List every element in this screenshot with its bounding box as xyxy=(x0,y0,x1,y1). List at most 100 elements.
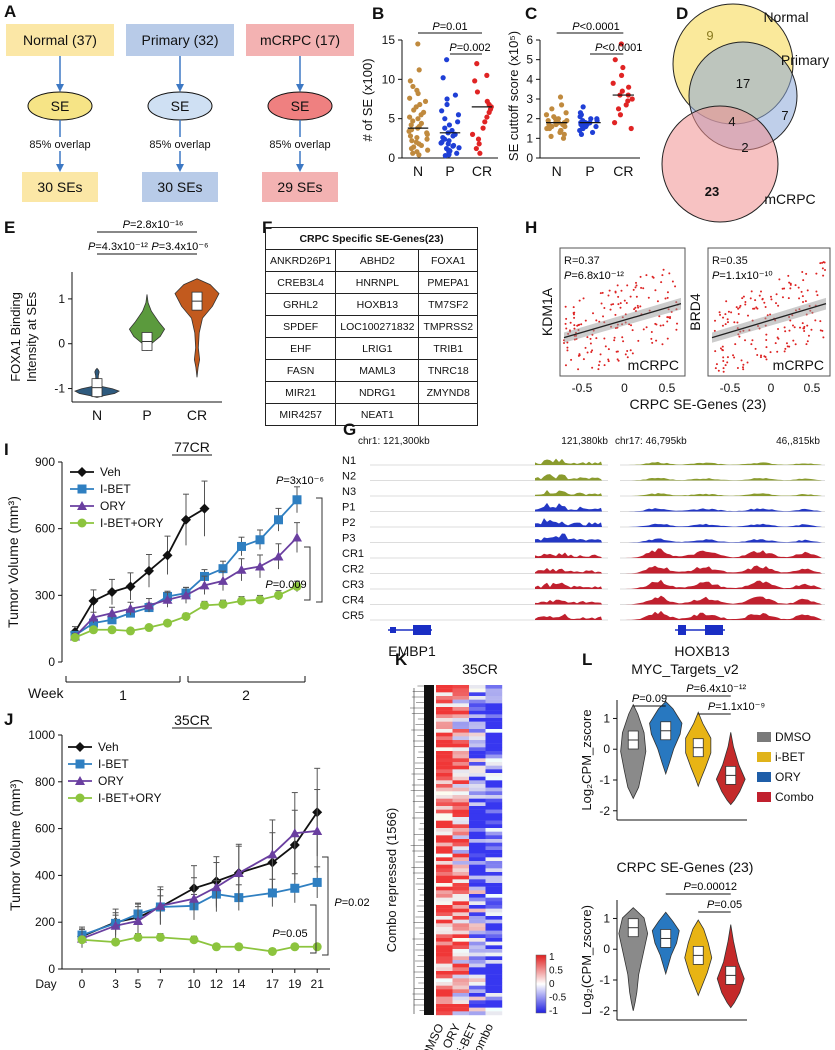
heatmap-cell xyxy=(485,758,503,763)
panel-label-j: J xyxy=(4,710,14,729)
heatmap-cell xyxy=(436,930,453,935)
heatmap-cell xyxy=(452,784,470,788)
heatmap-cell xyxy=(452,963,470,968)
result-label: 29 SEs xyxy=(277,179,322,195)
data-point xyxy=(668,317,671,320)
data-point xyxy=(801,295,804,298)
panel-label-a: A xyxy=(4,2,17,21)
legend-swatch xyxy=(757,732,771,742)
heatmap-cell xyxy=(436,754,453,759)
data-point xyxy=(614,313,617,316)
data-point xyxy=(726,321,729,324)
heatmap-cell xyxy=(485,952,503,957)
heatmap-cell xyxy=(436,978,453,983)
table-cell: TMPRSS2 xyxy=(418,315,479,338)
heatmap-cell xyxy=(452,908,470,913)
data-point xyxy=(558,102,565,108)
data-point xyxy=(784,347,787,350)
chart-title: 35CR xyxy=(462,661,498,677)
heatmap-cell xyxy=(452,886,470,891)
table-cell: HNRNPL xyxy=(335,271,420,294)
heatmap-cell xyxy=(436,879,453,884)
data-point xyxy=(415,116,421,122)
legend-label: Veh xyxy=(100,465,121,479)
heatmap-cell xyxy=(485,795,503,799)
signal-track xyxy=(625,477,822,481)
heatmap-cell xyxy=(452,949,470,953)
heatmap-cell xyxy=(485,769,503,774)
heatmap-cell xyxy=(452,916,470,920)
flow-arrowhead xyxy=(176,84,184,92)
heatmap-cell xyxy=(469,736,486,741)
violin-shape xyxy=(618,907,649,1011)
heatmap-cell xyxy=(436,828,453,832)
data-point xyxy=(292,532,302,542)
data-point xyxy=(793,326,796,329)
heatmap-cell xyxy=(469,732,486,737)
data-point xyxy=(560,135,567,141)
heatmap-cell xyxy=(485,747,503,752)
data-point xyxy=(580,323,583,326)
y-tick-label: 0 xyxy=(58,337,65,351)
heatmap-cell xyxy=(452,883,470,887)
heatmap-cell xyxy=(452,971,470,975)
data-point xyxy=(444,96,450,102)
data-point xyxy=(576,324,579,327)
data-point xyxy=(602,315,605,318)
heatmap-cell xyxy=(452,864,470,869)
group-header-box xyxy=(126,24,234,56)
heatmap-cell xyxy=(469,960,486,964)
data-point xyxy=(621,336,624,339)
x-tick-label: 3 xyxy=(112,977,119,991)
data-point xyxy=(415,41,421,47)
data-point xyxy=(754,299,757,302)
data-point xyxy=(438,140,444,146)
y-axis-label: BRD4 xyxy=(687,293,703,331)
flow-arrowhead xyxy=(56,164,64,172)
heatmap-cell xyxy=(452,982,470,986)
data-point xyxy=(765,338,768,341)
group-header-label: Primary (32) xyxy=(141,32,218,48)
heatmap-cell xyxy=(485,773,503,777)
heatmap-cell xyxy=(436,762,453,766)
heatmap-cell xyxy=(469,787,486,792)
heatmap-cell xyxy=(469,901,486,906)
series-line xyxy=(81,936,318,953)
legend-label: I-BET+ORY xyxy=(100,516,163,530)
data-point xyxy=(642,328,645,331)
data-point xyxy=(620,64,626,71)
data-point xyxy=(584,319,587,322)
data-point xyxy=(645,274,648,277)
heatmap-cell xyxy=(485,809,503,814)
venn-count: 2 xyxy=(741,140,748,155)
data-point xyxy=(155,932,165,942)
data-point xyxy=(561,131,567,137)
data-point xyxy=(789,319,792,322)
data-point xyxy=(218,599,228,609)
data-point xyxy=(557,94,564,100)
heatmap-cell xyxy=(485,732,503,737)
data-point xyxy=(595,337,598,340)
data-point xyxy=(274,515,283,525)
data-point xyxy=(600,302,603,305)
data-point xyxy=(597,364,600,367)
data-point xyxy=(742,295,745,298)
track-label: N1 xyxy=(342,455,356,467)
data-point xyxy=(760,354,763,357)
heatmap-cell xyxy=(452,835,470,840)
heatmap-cell xyxy=(436,842,453,847)
y-tick-label: -1 xyxy=(54,382,65,396)
data-point xyxy=(440,75,446,81)
data-point xyxy=(651,341,654,344)
overlap-bg xyxy=(25,137,95,151)
p-value-label: P=6.8x10⁻¹² xyxy=(564,270,624,282)
data-point xyxy=(407,95,413,101)
heatmap-cell xyxy=(436,776,453,781)
heatmap-cell xyxy=(452,751,470,755)
heatmap-cell xyxy=(452,1007,470,1012)
data-point xyxy=(750,290,753,293)
heatmap-cell xyxy=(452,725,470,730)
data-point xyxy=(753,307,756,310)
signal-track xyxy=(535,502,602,512)
heatmap-cell xyxy=(469,989,486,994)
